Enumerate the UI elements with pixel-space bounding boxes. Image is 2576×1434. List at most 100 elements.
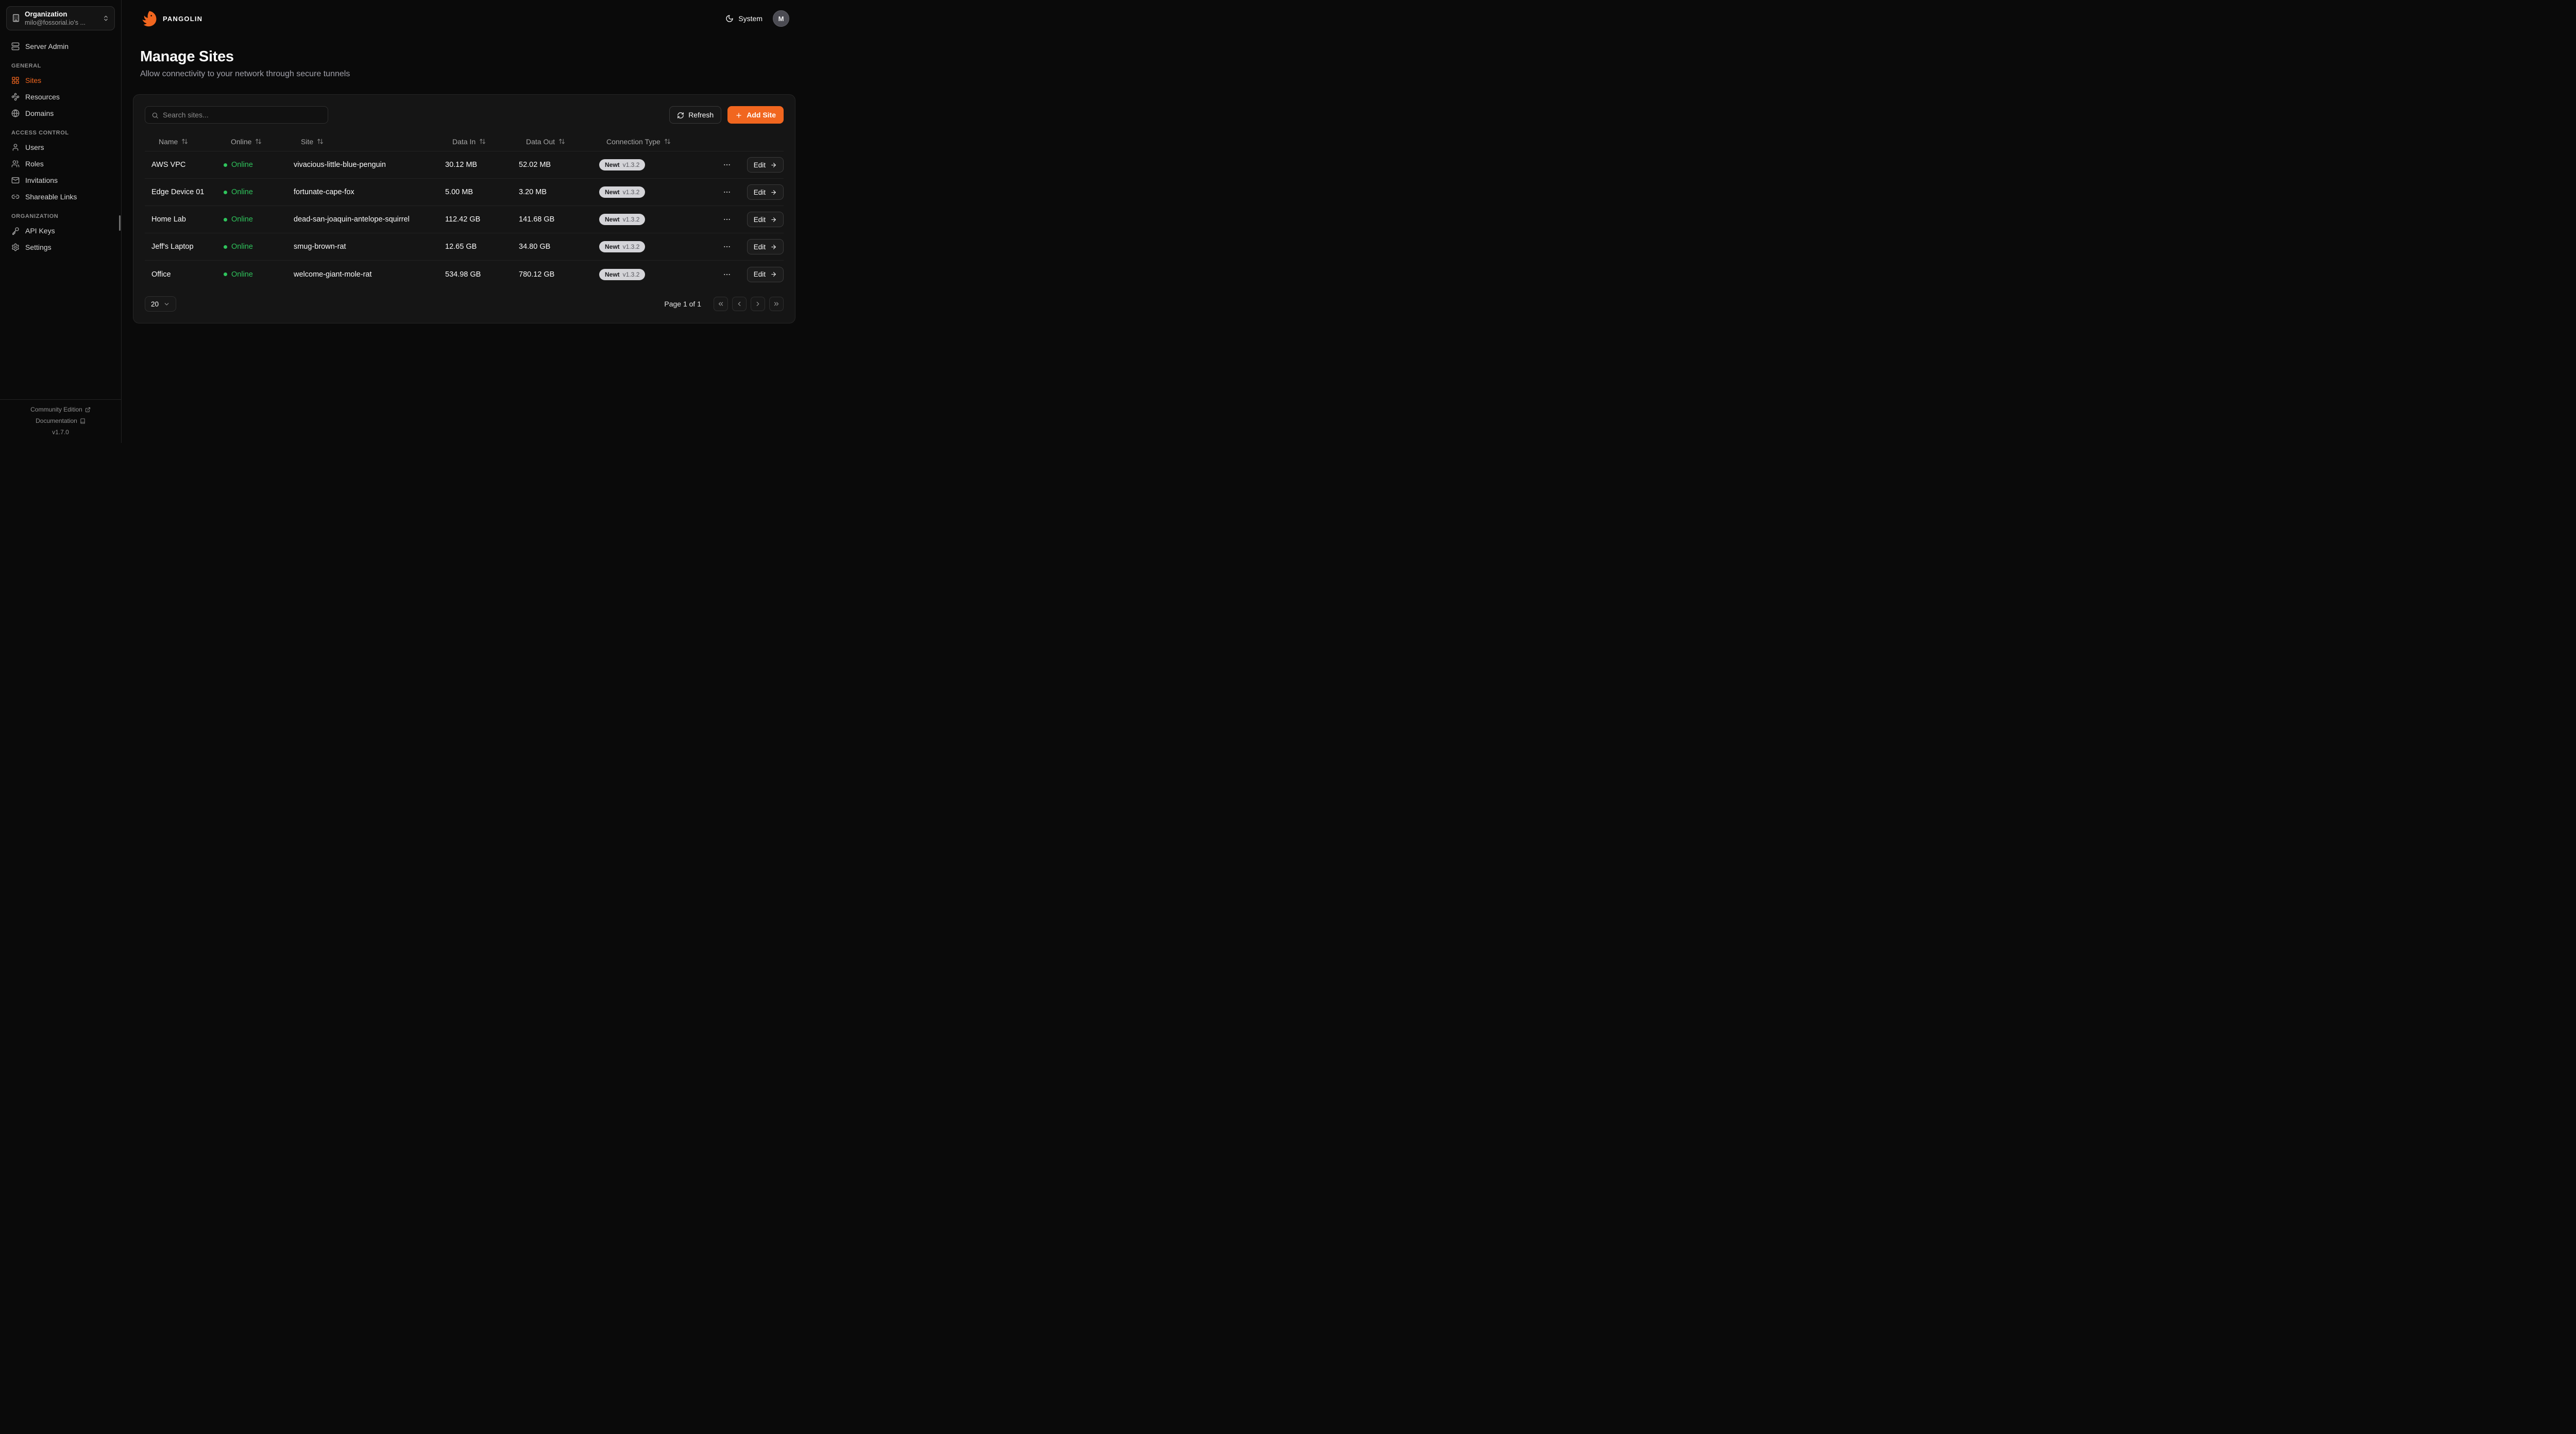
sidebar-item-settings[interactable]: Settings xyxy=(6,240,115,255)
online-dot xyxy=(224,163,227,167)
table-row: AWS VPC Online vivacious-little-blue-pen… xyxy=(145,151,784,179)
row-actions-button[interactable] xyxy=(719,158,735,172)
sidebar-item-domains[interactable]: Domains xyxy=(6,106,115,121)
column-header-data-in[interactable]: Data In xyxy=(438,138,512,146)
online-dot xyxy=(224,190,227,194)
row-actions-button[interactable] xyxy=(719,212,735,227)
brand: PANGOLIN xyxy=(140,10,202,27)
sidebar-scrollbar-thumb[interactable] xyxy=(119,215,121,231)
column-header-connection-type[interactable]: Connection Type xyxy=(592,138,719,146)
column-header-online[interactable]: Online xyxy=(217,138,287,146)
online-dot xyxy=(224,245,227,249)
sidebar-nav-general: Sites Resources Domains xyxy=(0,73,121,122)
server-icon xyxy=(11,42,20,50)
sidebar-item-invitations[interactable]: Invitations xyxy=(6,173,115,188)
column-label: Data In xyxy=(452,137,476,146)
connection-name: Newt xyxy=(605,189,620,196)
first-page-button[interactable] xyxy=(714,297,728,311)
cell-site: vivacious-little-blue-penguin xyxy=(294,161,386,169)
arrow-right-icon xyxy=(770,189,777,196)
cell-name: AWS VPC xyxy=(151,161,186,169)
theme-toggle[interactable]: System xyxy=(725,14,762,23)
plus-icon xyxy=(735,112,742,118)
column-header-name[interactable]: Name xyxy=(145,138,217,146)
table-row: Home Lab Online dead-san-joaquin-antelop… xyxy=(145,206,784,233)
next-page-button[interactable] xyxy=(751,297,765,311)
page-size-select[interactable]: 20 xyxy=(145,296,177,312)
search-input[interactable] xyxy=(163,111,321,119)
connection-name: Newt xyxy=(605,270,620,278)
page-size-value: 20 xyxy=(151,300,159,308)
sort-icon xyxy=(558,138,565,145)
sidebar-nav-organization: API Keys Settings xyxy=(0,223,121,256)
connection-version: v1.3.2 xyxy=(622,243,640,250)
arrow-right-icon xyxy=(770,162,777,168)
pangolin-logo-icon xyxy=(140,10,158,27)
cell-data-in: 12.65 GB xyxy=(445,243,477,251)
sidebar-item-label: Settings xyxy=(25,243,52,251)
arrow-right-icon xyxy=(770,216,777,223)
cell-connection-type: Newt v1.3.2 xyxy=(592,241,719,252)
arrow-right-icon xyxy=(770,244,777,250)
row-actions-button[interactable] xyxy=(719,240,735,254)
edit-button[interactable]: Edit xyxy=(747,184,784,200)
connection-badge: Newt v1.3.2 xyxy=(599,159,646,170)
section-title-general: GENERAL xyxy=(11,62,41,69)
sidebar-item-sites[interactable]: Sites xyxy=(6,73,115,88)
sidebar-item-server-admin[interactable]: Server Admin xyxy=(6,39,115,54)
refresh-button[interactable]: Refresh xyxy=(669,106,722,124)
column-header-site[interactable]: Site xyxy=(287,138,438,146)
add-site-button[interactable]: Add Site xyxy=(727,106,784,124)
sidebar-item-resources[interactable]: Resources xyxy=(6,89,115,105)
edit-button[interactable]: Edit xyxy=(747,266,784,282)
table-header-row: Name Online Site Data In Data Out xyxy=(145,132,784,151)
connection-version: v1.3.2 xyxy=(622,189,640,196)
sidebar-item-users[interactable]: Users xyxy=(6,140,115,155)
cell-site: fortunate-cape-fox xyxy=(294,188,354,196)
column-header-data-out[interactable]: Data Out xyxy=(512,138,592,146)
org-picker[interactable]: Organization milo@fossorial.io's ... xyxy=(6,6,115,30)
sidebar-item-label: Shareable Links xyxy=(25,192,77,201)
search-box[interactable] xyxy=(145,106,328,124)
topbar-right: System M xyxy=(725,10,789,27)
cell-data-out: 52.02 MB xyxy=(519,161,551,169)
sidebar-item-roles[interactable]: Roles xyxy=(6,156,115,172)
sidebar-item-shareable-links[interactable]: Shareable Links xyxy=(6,189,115,204)
last-page-button[interactable] xyxy=(769,297,784,311)
table-row: Office Online welcome-giant-mole-rat 534… xyxy=(145,261,784,288)
connection-badge: Newt v1.3.2 xyxy=(599,186,646,198)
edit-label: Edit xyxy=(753,215,766,224)
cell-name: Home Lab xyxy=(151,215,186,224)
edit-label: Edit xyxy=(753,161,766,169)
online-dot xyxy=(224,217,227,221)
waypoints-icon xyxy=(11,93,20,101)
connection-badge: Newt v1.3.2 xyxy=(599,241,646,252)
pagination: Page 1 of 1 xyxy=(664,297,784,311)
row-actions-button[interactable] xyxy=(719,185,735,199)
moon-icon xyxy=(725,14,734,23)
connection-badge: Newt v1.3.2 xyxy=(599,214,646,225)
avatar-initial: M xyxy=(778,14,784,23)
avatar[interactable]: M xyxy=(773,10,789,27)
sidebar-item-label: Roles xyxy=(25,159,44,168)
edit-button[interactable]: Edit xyxy=(747,239,784,254)
mail-icon xyxy=(11,176,20,184)
link-icon xyxy=(11,193,20,201)
page-subtitle: Allow connectivity to your network throu… xyxy=(140,70,350,78)
documentation-link[interactable]: Documentation xyxy=(0,417,121,424)
sidebar-item-api-keys[interactable]: API Keys xyxy=(6,223,115,238)
edit-button[interactable]: Edit xyxy=(747,212,784,227)
cell-data-in: 30.12 MB xyxy=(445,161,478,169)
brand-name: PANGOLIN xyxy=(163,14,203,23)
section-title-access-control: ACCESS CONTROL xyxy=(11,129,69,136)
online-dot xyxy=(224,272,227,276)
cell-data-out: 3.20 MB xyxy=(519,188,547,196)
sidebar-item-label: Server Admin xyxy=(25,42,69,50)
sidebar: Organization milo@fossorial.io's ... Ser… xyxy=(0,0,122,443)
community-edition-link[interactable]: Community Edition xyxy=(0,406,121,413)
app-version: v1.7.0 xyxy=(52,429,69,436)
edit-button[interactable]: Edit xyxy=(747,157,784,173)
previous-page-button[interactable] xyxy=(732,297,747,311)
status-badge: Online xyxy=(231,243,253,251)
row-actions-button[interactable] xyxy=(719,267,735,282)
